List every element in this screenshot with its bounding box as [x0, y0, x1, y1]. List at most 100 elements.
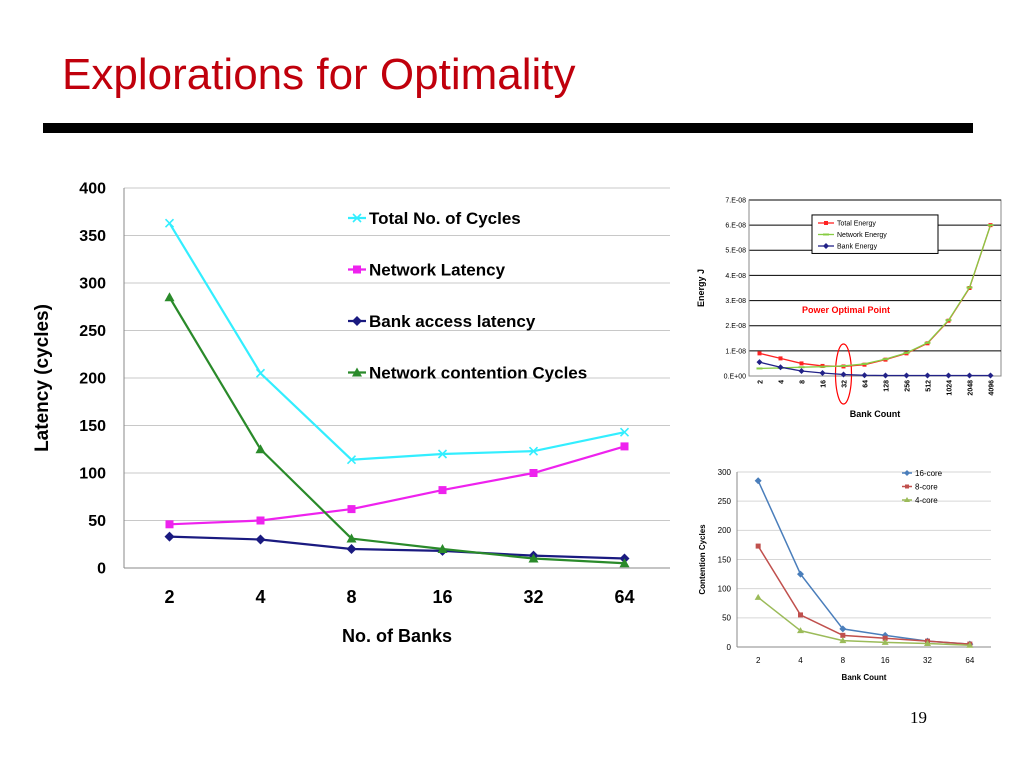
legend-label: Total Energy	[837, 220, 876, 227]
legend-marker	[905, 484, 909, 489]
data-point	[346, 544, 357, 554]
x-tick-label: 32	[923, 656, 932, 665]
legend-label: Network Energy	[837, 232, 887, 239]
x-tick-label: 256	[905, 380, 912, 392]
x-axis-title: Bank Count	[842, 673, 887, 682]
y-tick-label: 250	[79, 323, 106, 340]
legend-marker	[823, 243, 829, 249]
legend: Total No. of Cycles Network Latency Bank a…	[348, 209, 587, 382]
data-point	[882, 372, 889, 379]
data-point	[437, 544, 448, 553]
x-tick-label: 4	[255, 587, 265, 607]
data-point	[861, 372, 868, 379]
data-point	[438, 486, 447, 495]
series-total-no-of-cycles	[164, 218, 630, 465]
slide-title: Explorations for Optimality	[62, 50, 576, 99]
y-axis-title: Energy J	[696, 269, 706, 307]
legend-marker	[824, 221, 828, 225]
x-tick-label: 2048	[968, 380, 975, 396]
data-point	[881, 638, 889, 645]
legend: Total Energy Network Energy Bank Energy	[811, 214, 939, 254]
data-point	[882, 635, 888, 641]
data-point	[346, 533, 357, 543]
data-point	[347, 505, 356, 514]
y-tick-label: 300	[718, 468, 732, 477]
x-tick-label: 4	[798, 656, 803, 665]
data-point	[987, 372, 994, 379]
energy-chart: 0.E+00 1.E-08 2.E-08 3.E-08 4.E-08 5.E-08 6.E-…	[696, 197, 1002, 419]
legend-marker	[352, 316, 362, 326]
y-tick-label: 200	[718, 526, 732, 535]
data-point	[529, 469, 538, 477]
x-tick-label: 32	[523, 587, 543, 607]
annotation-text: Power Optimal Point	[802, 305, 890, 315]
x-axis-title: No. of Banks	[342, 626, 452, 646]
legend-label: Network contention Cycles	[369, 363, 587, 382]
legend-marker	[353, 265, 361, 274]
data-point	[255, 534, 266, 545]
data-point	[839, 637, 847, 644]
legend-marker	[352, 213, 362, 223]
x-tick-label: 8	[800, 380, 807, 384]
y-axis-title: Contention Cycles	[698, 524, 707, 595]
data-point	[798, 367, 805, 374]
data-point	[619, 558, 630, 568]
y-tick-label: 7.E-08	[725, 197, 746, 204]
data-point	[945, 372, 952, 379]
data-point	[840, 371, 847, 378]
data-point	[797, 627, 804, 634]
data-point	[346, 455, 357, 465]
x-tick-label: 1024	[947, 380, 954, 396]
x-tick-label: 4	[779, 380, 786, 384]
series-network-latency	[165, 442, 629, 529]
y-tick-label: 1.E-08	[725, 348, 746, 355]
series-line	[168, 222, 625, 461]
series-16-core	[754, 477, 974, 648]
page-number: 19	[910, 708, 927, 727]
series-line	[757, 480, 970, 645]
x-tick-label: 2	[756, 656, 761, 665]
x-tick-label: 128	[884, 380, 891, 392]
y-tick-label: 100	[79, 466, 106, 483]
y-tick-label: 0.E+00	[724, 373, 746, 380]
x-tick-label: 512	[926, 380, 933, 392]
legend-label: Network Latency	[369, 260, 506, 279]
data-point	[754, 593, 762, 600]
data-point	[255, 368, 266, 378]
data-point	[797, 570, 804, 578]
data-point	[819, 369, 826, 376]
data-point	[778, 356, 783, 361]
legend-label: 8-core	[915, 482, 938, 491]
legend-label: Bank Energy	[837, 243, 878, 250]
y-tick-label: 400	[79, 181, 106, 198]
series-line	[169, 535, 625, 560]
data-point	[755, 543, 761, 549]
x-tick-label: 2	[758, 380, 765, 384]
data-point	[966, 641, 974, 648]
series-line	[757, 545, 970, 645]
x-tick-label: 2	[164, 587, 174, 607]
series-line	[757, 596, 970, 646]
data-point	[164, 292, 175, 302]
contention-chart: 0 50 100 150 200 250 300 2 4 8 16 32 64 Bank Count Con…	[698, 468, 991, 682]
title-divider	[43, 123, 973, 133]
series-line	[759, 224, 992, 370]
x-tick-label: 64	[614, 587, 634, 607]
data-point	[620, 442, 629, 451]
x-tick-label: 16	[881, 656, 890, 665]
y-tick-label: 3.E-08	[725, 298, 746, 305]
data-point	[619, 427, 630, 437]
y-tick-label: 50	[88, 513, 106, 530]
data-point	[924, 640, 931, 646]
legend-label: 16-core	[915, 469, 943, 478]
legend-label: 4-core	[915, 496, 938, 505]
y-tick-label: 200	[79, 371, 106, 388]
data-point	[757, 351, 762, 356]
y-tick-label: 0	[727, 643, 732, 652]
data-point	[164, 218, 175, 228]
legend-label: Total No. of Cycles	[369, 209, 521, 228]
series-bank-energy	[756, 359, 994, 379]
series-line	[168, 296, 625, 565]
series-network-energy	[756, 224, 994, 370]
x-tick-label: 8	[346, 587, 356, 607]
